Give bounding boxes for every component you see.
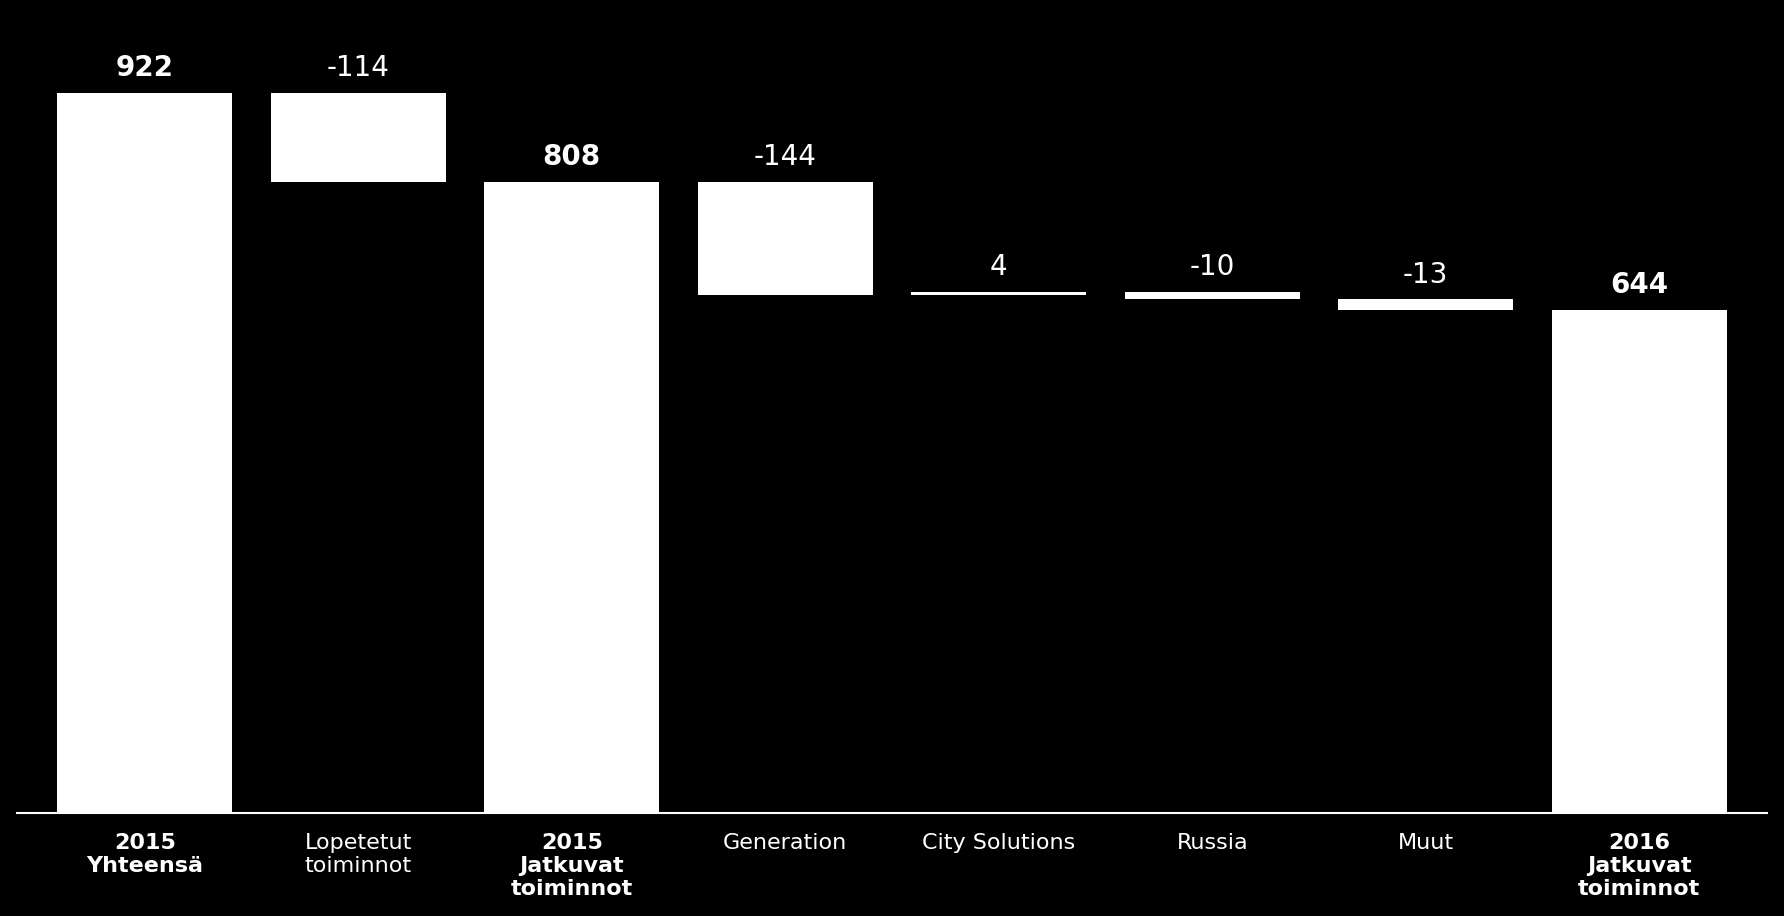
Bar bbox=[698, 182, 872, 295]
Bar bbox=[271, 93, 446, 182]
Text: 644: 644 bbox=[1611, 271, 1668, 300]
Text: -13: -13 bbox=[1402, 260, 1449, 289]
Bar bbox=[1552, 311, 1727, 813]
Bar bbox=[1338, 300, 1513, 310]
Text: 808: 808 bbox=[542, 143, 601, 171]
Bar bbox=[57, 93, 232, 813]
Text: -144: -144 bbox=[755, 143, 817, 171]
Bar bbox=[1124, 291, 1301, 300]
Text: -114: -114 bbox=[326, 54, 389, 82]
Text: 4: 4 bbox=[990, 253, 1008, 280]
Bar bbox=[912, 291, 1086, 295]
Text: -10: -10 bbox=[1190, 253, 1235, 280]
Bar bbox=[483, 182, 660, 813]
Text: 922: 922 bbox=[116, 54, 173, 82]
